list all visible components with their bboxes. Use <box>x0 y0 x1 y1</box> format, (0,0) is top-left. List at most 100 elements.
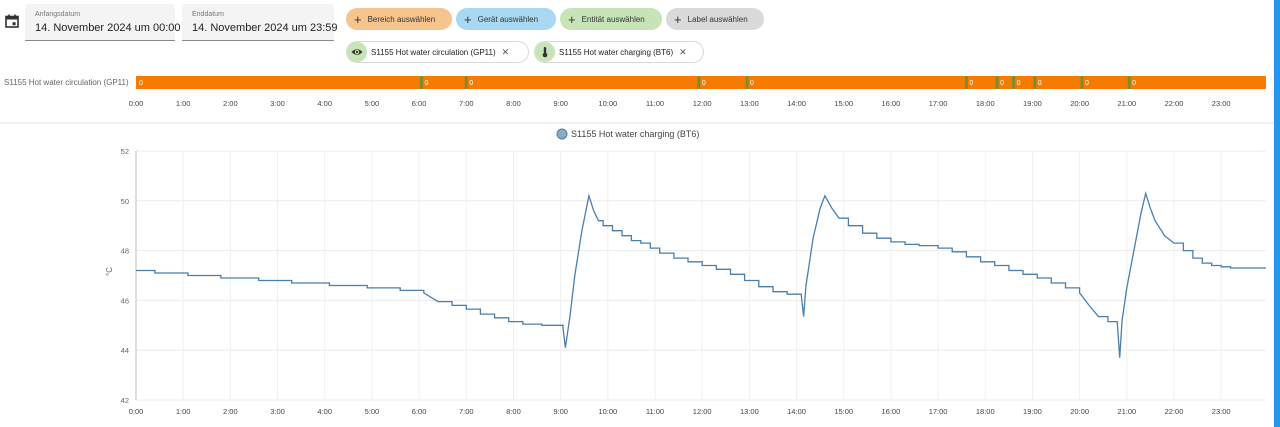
x-tick-label: 15:00 <box>834 407 853 416</box>
timeline-state-label: 0 <box>1132 80 1136 87</box>
timeline-entity-label: S1155 Hot water circulation (GP11) <box>4 78 129 87</box>
plus-icon: + <box>568 11 576 27</box>
timeline-state-change <box>1033 76 1037 89</box>
timeline-state-change <box>697 76 701 89</box>
x-tick-label: 19:00 <box>1023 407 1042 416</box>
x-tick-label: 5:00 <box>365 407 380 416</box>
timeline-tick-label: 1:00 <box>176 99 191 108</box>
thermometer-icon <box>535 42 555 62</box>
timeline-tick-label: 18:00 <box>976 99 995 108</box>
add-area-button[interactable]: + Bereich auswählen <box>346 8 452 30</box>
timeline-tick-label: 22:00 <box>1165 99 1184 108</box>
timeline-state-change <box>464 76 468 89</box>
timeline-tick-label: 21:00 <box>1117 99 1136 108</box>
legend-marker[interactable] <box>556 128 568 140</box>
y-tick-label: 44 <box>121 346 129 355</box>
timeline-state-change <box>1127 76 1131 89</box>
x-tick-label: 0:00 <box>129 407 144 416</box>
close-icon[interactable]: ✕ <box>501 46 510 57</box>
timeline-tick-label: 7:00 <box>459 99 474 108</box>
add-device-button[interactable]: + Gerät auswählen <box>456 8 556 30</box>
x-tick-label: 11:00 <box>646 407 664 416</box>
x-tick-label: 23:00 <box>1212 407 1231 416</box>
add-label-button[interactable]: + Label auswählen <box>666 8 764 30</box>
chart-grid <box>135 150 1266 401</box>
timeline-state-label: 0 <box>1000 80 1004 87</box>
end-date-label: Enddatum <box>192 11 224 18</box>
timeline-state-label: 0 <box>469 80 473 87</box>
timeline-tick-label: 13:00 <box>740 99 759 108</box>
timeline-state-label: 0 <box>424 80 428 87</box>
start-date-label: Anfangsdatum <box>35 11 81 18</box>
end-date-field[interactable]: Enddatum 14. November 2024 um 23:59 <box>182 4 338 41</box>
timeline-tick-label: 20:00 <box>1070 99 1089 108</box>
timeline-axis: 0:00 1:00 2:00 3:00 4:00 5:00 6:00 7:00 8:00 9:00… <box>129 99 1231 108</box>
add-label-label: Label auswählen <box>687 14 748 24</box>
start-date-field[interactable]: Anfangsdatum 14. November 2024 um 00:00 <box>25 4 181 41</box>
y-tick-label: 52 <box>121 147 129 156</box>
x-tick-label: 3:00 <box>270 407 285 416</box>
entity-chip-circulation-label: S1155 Hot water circulation (GP11) <box>371 47 496 57</box>
plus-icon: + <box>674 11 682 27</box>
timeline-tick-label: 6:00 <box>412 99 427 108</box>
x-tick-label: 12:00 <box>693 407 712 416</box>
timeline-state-change <box>1012 76 1016 89</box>
timeline-bar[interactable]: 0 0 0 0 0 0 0 0 0 0 0 <box>136 76 1266 89</box>
plus-icon: + <box>464 11 472 27</box>
timeline-tick-label: 19:00 <box>1023 99 1042 108</box>
eye-icon <box>347 42 367 62</box>
x-tick-label: 18:00 <box>976 407 995 416</box>
x-tick-label: 7:00 <box>459 407 474 416</box>
x-tick-label: 8:00 <box>506 407 521 416</box>
timeline-tick-label: 11:00 <box>646 99 664 108</box>
x-tick-label: 10:00 <box>598 407 617 416</box>
timeline-state-change <box>745 76 749 89</box>
y-tick-label: 42 <box>121 396 129 405</box>
entity-chip-charging-label: S1155 Hot water charging (BT6) <box>559 47 674 57</box>
add-entity-button[interactable]: + Entität auswählen <box>560 8 662 30</box>
timeline-state-change <box>1080 76 1084 89</box>
timeline-tick-label: 10:00 <box>598 99 617 108</box>
y-axis-unit: °C <box>105 267 114 276</box>
x-tick-label: 17:00 <box>929 407 948 416</box>
x-tick-label: 9:00 <box>553 407 568 416</box>
add-device-label: Gerät auswählen <box>477 14 539 24</box>
y-tick-label: 46 <box>121 296 129 305</box>
calendar-icon[interactable] <box>5 14 19 28</box>
series-line-bt6[interactable] <box>136 190 1266 358</box>
y-tick-label: 48 <box>121 247 129 256</box>
timeline-state-change <box>995 76 999 89</box>
timeline-tick-label: 2:00 <box>223 99 238 108</box>
legend-label[interactable]: S1155 Hot water charging (BT6) <box>571 129 699 139</box>
entity-chip-circulation[interactable]: S1155 Hot water circulation (GP11) ✕ <box>346 41 529 63</box>
y-tick-label: 50 <box>121 197 129 206</box>
timeline-state-label: 0 <box>1038 80 1042 87</box>
timeline-state-label: 0 <box>1017 80 1021 87</box>
timeline-tick-label: 4:00 <box>317 99 332 108</box>
timeline-tick-label: 12:00 <box>693 99 712 108</box>
timeline-tick-label: 15:00 <box>834 99 853 108</box>
timeline-tick-label: 23:00 <box>1212 99 1231 108</box>
x-axis: 0:00 1:00 2:00 3:00 4:00 5:00 6:00 7:00 8:00 9:00… <box>129 407 1231 416</box>
x-tick-label: 1:00 <box>176 407 191 416</box>
timeline-tick-label: 0:00 <box>129 99 144 108</box>
timeline-state-label: 0 <box>702 80 706 87</box>
timeline-state-segment[interactable] <box>136 76 1266 89</box>
timeline-state-change <box>419 76 423 89</box>
timeline-state-change <box>964 76 968 89</box>
timeline-state-label: 0 <box>750 80 754 87</box>
timeline-state-label: 0 <box>139 80 143 87</box>
x-tick-label: 16:00 <box>882 407 901 416</box>
timeline-tick-label: 8:00 <box>506 99 521 108</box>
close-icon[interactable]: ✕ <box>679 46 687 57</box>
x-tick-label: 22:00 <box>1165 407 1184 416</box>
x-tick-label: 6:00 <box>412 407 427 416</box>
x-tick-label: 13:00 <box>740 407 759 416</box>
start-date-value: 14. November 2024 um 00:00 <box>35 22 181 34</box>
timeline-state-label: 0 <box>969 80 973 87</box>
timeline-tick-label: 9:00 <box>553 99 568 108</box>
timeline-tick-label: 3:00 <box>270 99 285 108</box>
x-tick-label: 4:00 <box>317 407 332 416</box>
entity-chip-charging[interactable]: S1155 Hot water charging (BT6) ✕ <box>534 41 704 63</box>
